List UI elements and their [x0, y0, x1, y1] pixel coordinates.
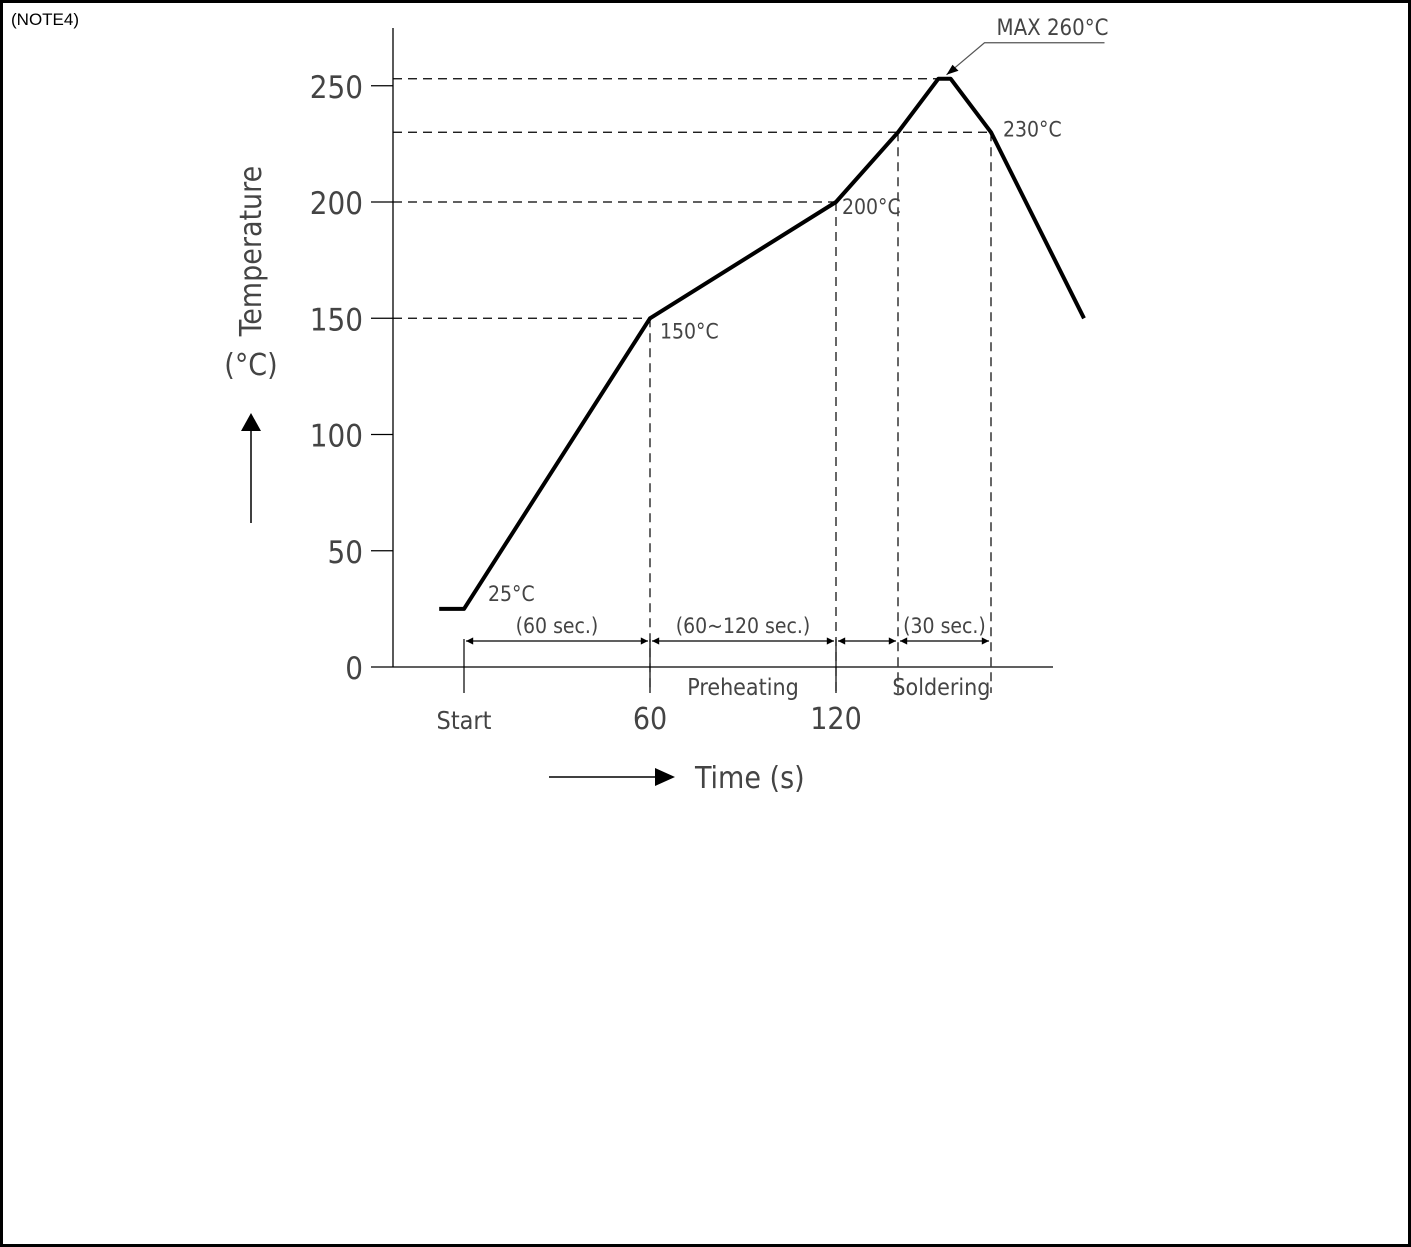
reflow-profile-chart: 0 50 100 150 200 250 Start 60 120 Temperature (°C)…: [224, 16, 1109, 796]
y-axis-arrow-head: [241, 413, 261, 431]
duration-label: (60 sec.): [516, 614, 599, 638]
x-tick-label: 120: [810, 702, 862, 737]
y-tick-label: 200: [310, 186, 363, 222]
x-tick-label: Start: [437, 706, 492, 735]
y-tick-label: 100: [310, 419, 363, 455]
point-label: 150°C: [660, 319, 719, 343]
y-tick-label: 0: [345, 651, 363, 687]
y-axis-title: Temperature: [234, 166, 269, 337]
duration-label: (60~120 sec.): [676, 614, 811, 638]
peak-leader-arrowhead: [946, 64, 959, 75]
note-label: (NOTE4): [11, 10, 79, 29]
peak-label: MAX 260°C: [997, 16, 1109, 41]
zone-label: Soldering: [892, 675, 990, 701]
y-tick-label: 250: [310, 70, 363, 106]
peak-leader-line: [946, 42, 1105, 76]
duration-label: (30 sec.): [903, 614, 986, 638]
point-label: 200°C: [842, 195, 901, 219]
y-axis-unit: (°C): [224, 348, 277, 383]
x-axis-arrow-head: [655, 768, 675, 786]
y-tick-label: 150: [310, 302, 363, 338]
y-tick-label: 50: [328, 535, 363, 571]
x-tick-label: 60: [633, 702, 667, 737]
x-axis-title: Time (s): [694, 761, 805, 796]
profile-line: [439, 76, 1086, 611]
point-label: 25°C: [488, 582, 535, 606]
zone-label: Preheating: [687, 675, 798, 701]
point-label: 230°C: [1003, 117, 1062, 141]
